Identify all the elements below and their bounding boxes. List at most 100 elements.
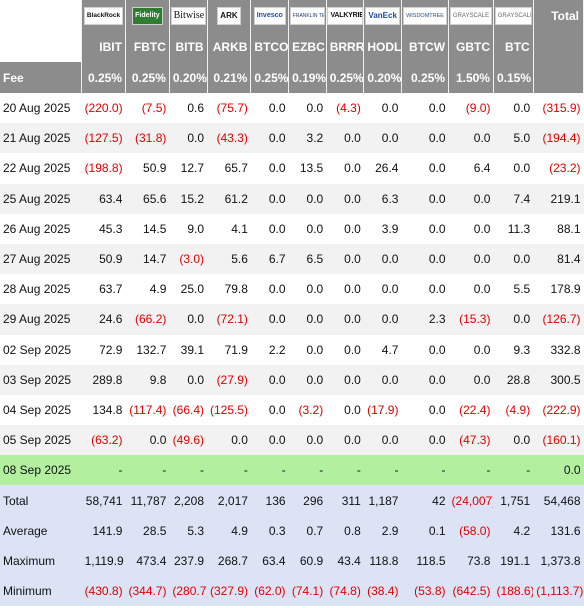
stats-value: (327.9) [207, 576, 251, 607]
flow-value: (72.1) [207, 304, 251, 335]
flow-value: 65.6 [125, 183, 170, 214]
flow-value: 0.0 [250, 183, 289, 214]
flow-value: 0.0 [401, 123, 449, 154]
flow-value: - [448, 455, 494, 486]
table-row: 20 Aug 2025 (220.0) (7.5) 0.6 (75.7) 0.0 0.0 (4… [0, 93, 584, 124]
row-date: 05 Sep 2025 [0, 425, 82, 456]
row-date: 25 Aug 2025 [0, 183, 82, 214]
row-total: (194.4) [533, 123, 584, 154]
flow-value: 289.8 [81, 364, 126, 395]
issuer-logo-cell: FRANKLIN TEMPLETON [288, 0, 327, 31]
flow-value: 3.2 [288, 123, 327, 154]
stats-value: 2,208 [169, 485, 208, 516]
stats-label: Average [0, 515, 82, 546]
ticker-row: IBIT FBTC BITB ARKB BTCO EZBC BRRR HODL BTCW GBTC… [0, 31, 584, 62]
flow-value: 14.5 [125, 213, 170, 244]
stats-value: (430.8) [81, 576, 126, 607]
row-total: 88.1 [533, 213, 584, 244]
flow-value: - [250, 455, 289, 486]
flow-value: (7.5) [125, 93, 170, 124]
stats-value: 0.7 [288, 515, 327, 546]
flow-value: 6.5 [288, 243, 327, 275]
ark-logo: ARK [217, 6, 241, 25]
flow-value: 63.4 [81, 183, 126, 214]
total-column-header: Total [533, 0, 584, 31]
stats-value: 43.4 [326, 545, 364, 576]
flow-value: 0.0 [288, 425, 327, 456]
ticker-header: BITB [169, 31, 208, 62]
flow-value: (198.8) [81, 153, 126, 184]
flow-value: (66.4) [169, 394, 208, 426]
ticker-header: IBIT [81, 31, 126, 62]
flow-value: 25.0 [169, 274, 208, 305]
flow-value: 0.0 [493, 425, 534, 456]
flow-value: 4.7 [363, 334, 402, 365]
flow-value: (22.4) [448, 394, 494, 426]
flow-value: (117.4) [125, 394, 170, 426]
stats-row: Total 58,741 11,787 2,208 2,017 136 296 311 1,18… [0, 485, 584, 516]
flow-value: 0.0 [448, 123, 494, 154]
flow-value: 0.0 [207, 425, 251, 456]
flow-value: 0.0 [288, 304, 327, 335]
flow-value: 0.0 [288, 274, 327, 305]
stats-value: (280.7) [169, 576, 208, 607]
flow-value: 0.0 [401, 274, 449, 305]
flow-value: (4.9) [493, 394, 534, 426]
flow-value: 0.0 [326, 213, 364, 244]
stats-value: (74.8) [326, 576, 364, 607]
row-date: 29 Aug 2025 [0, 304, 82, 335]
flow-value: 71.9 [207, 334, 251, 365]
stats-value: 5.3 [169, 515, 208, 546]
ticker-header: BRRR [326, 31, 365, 62]
ticker-header: GBTC [448, 31, 494, 62]
table-row: 27 Aug 2025 50.9 14.7 (3.0) 5.6 6.7 6.5 0.0 0.0 0… [0, 243, 584, 275]
stats-value: 1,119.9 [81, 545, 126, 576]
flow-value: 0.0 [448, 364, 494, 395]
flow-value: (3.2) [288, 394, 327, 426]
stats-total: (1,113.7) [533, 576, 584, 607]
flow-value: (47.3) [448, 425, 494, 456]
ticker-total-blank [533, 31, 584, 62]
flow-value: 50.9 [81, 243, 126, 275]
flow-value: 61.2 [207, 183, 251, 214]
row-total: (126.7) [533, 304, 584, 335]
flow-value: - [401, 455, 449, 486]
row-date: 02 Sep 2025 [0, 334, 82, 365]
flow-value: 132.7 [125, 334, 170, 365]
flow-value: 9.0 [169, 213, 208, 244]
stats-value: 11,787 [125, 485, 170, 516]
ticker-header: BTCW [401, 31, 450, 62]
flow-value: 0.0 [326, 304, 364, 335]
stats-value: 4.2 [493, 515, 534, 546]
stats-value: 2,017 [207, 485, 251, 516]
fee-value: 0.25% [401, 62, 450, 93]
table-row: 22 Aug 2025 (198.8) 50.9 12.7 65.7 0.0 13.5 0.0… [0, 153, 584, 184]
flow-value: 0.0 [250, 153, 289, 184]
stats-value: 4.9 [207, 515, 251, 546]
flow-value: 0.0 [401, 183, 449, 214]
row-date: 03 Sep 2025 [0, 364, 82, 395]
stats-value: 118.8 [363, 545, 402, 576]
row-total: (222.9) [533, 394, 584, 426]
flow-value: (17.9) [363, 394, 402, 426]
stats-value: 191.1 [493, 545, 534, 576]
flow-value: 0.0 [448, 274, 494, 305]
flow-value: - [81, 455, 126, 486]
flow-value: 134.8 [81, 394, 126, 426]
flow-value: 0.0 [326, 123, 364, 154]
flow-value: 0.0 [169, 123, 208, 154]
flow-value: 0.0 [493, 153, 534, 184]
flow-value: (66.2) [125, 304, 170, 335]
stats-value: 0.8 [326, 515, 364, 546]
flow-value: 0.0 [401, 364, 449, 395]
issuer-logo-cell: Fidelity [125, 0, 170, 31]
flow-value: - [125, 455, 170, 486]
flow-value: 2.2 [250, 334, 289, 365]
flow-value: 0.0 [326, 274, 364, 305]
stats-value: 28.5 [125, 515, 170, 546]
flow-value: 0.0 [493, 243, 534, 275]
flow-value: 26.4 [363, 153, 402, 184]
flow-value: 0.0 [401, 213, 449, 244]
flow-value: 0.0 [288, 364, 327, 395]
